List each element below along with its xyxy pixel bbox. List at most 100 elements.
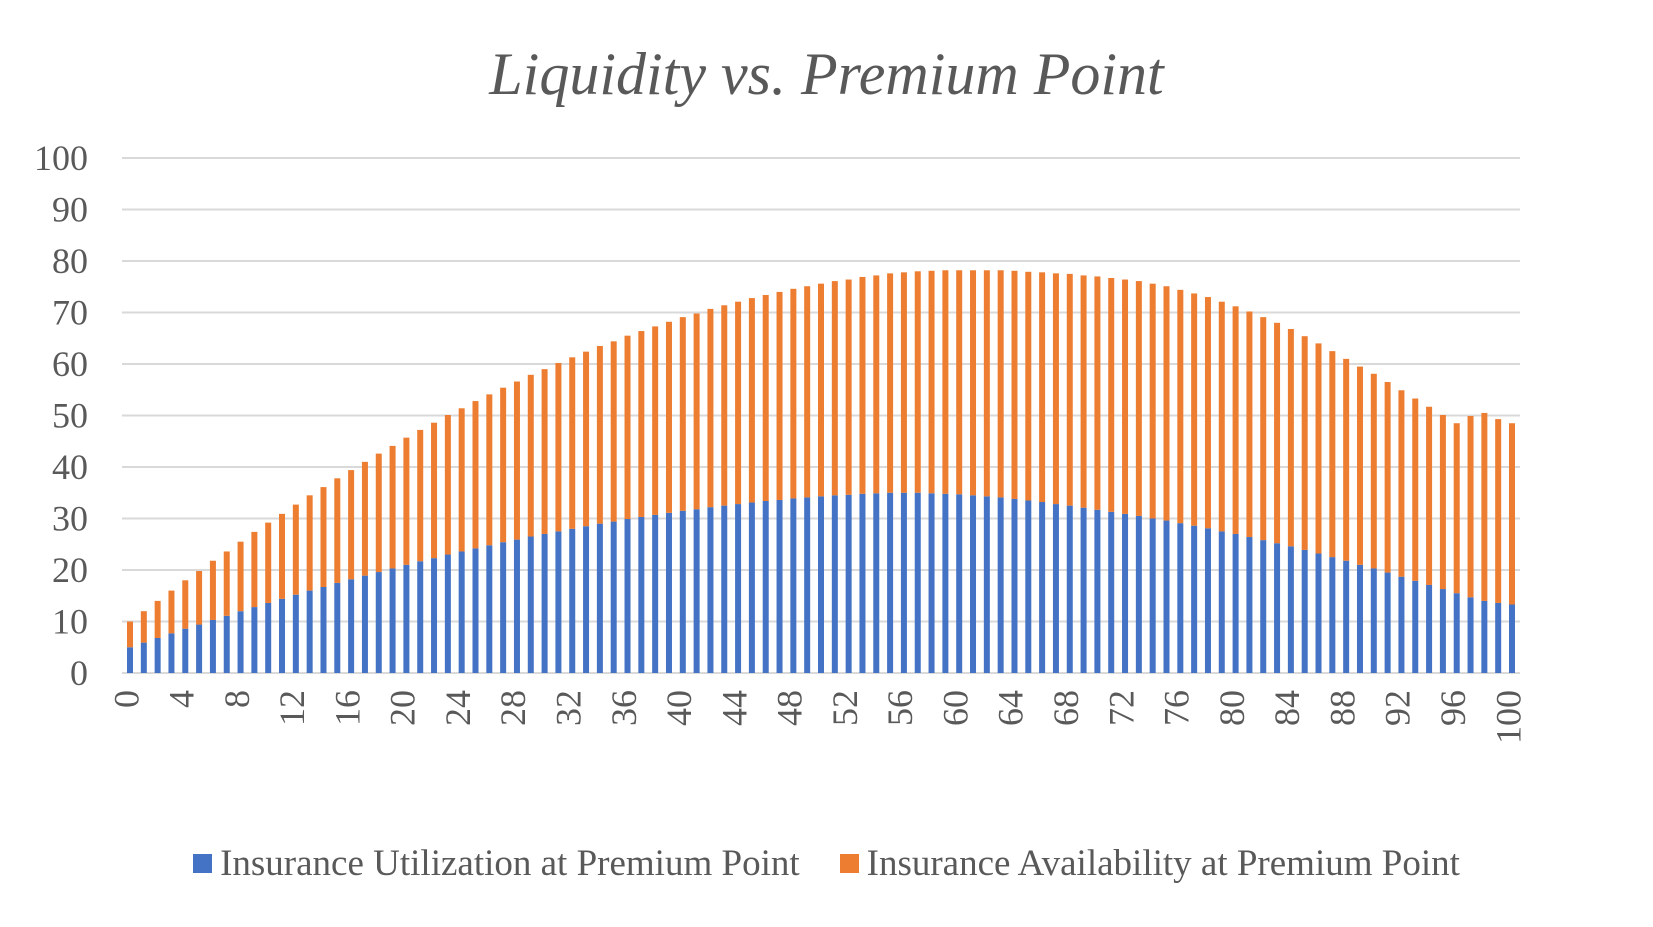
bar-utilization <box>956 494 963 673</box>
bar-utilization <box>1315 553 1322 673</box>
x-tick-label: 28 <box>493 690 533 726</box>
bar-utilization <box>1163 520 1170 673</box>
bar-utilization <box>610 521 617 673</box>
bar-utilization <box>1301 549 1308 673</box>
bar-utilization <box>1204 528 1211 673</box>
bar-availability <box>431 422 438 559</box>
bar-availability <box>735 301 742 505</box>
bar-utilization <box>348 579 355 673</box>
bar-availability <box>997 270 1004 498</box>
bar-availability <box>1412 398 1419 581</box>
bar-utilization <box>1039 502 1046 673</box>
bar-utilization <box>1439 589 1446 673</box>
bar-availability <box>970 270 977 496</box>
bar-utilization <box>472 548 479 673</box>
bar-availability <box>1274 322 1281 544</box>
bar-availability <box>1094 276 1101 510</box>
bar-utilization <box>1370 568 1377 673</box>
bar-availability <box>348 470 355 580</box>
bar-availability <box>513 381 520 540</box>
bar-availability <box>748 298 755 503</box>
bar-utilization <box>1509 604 1515 673</box>
legend: Insurance Utilization at Premium Point I… <box>0 842 1653 885</box>
bar-utilization <box>1287 546 1294 673</box>
legend-label-utilization: Insurance Utilization at Premium Point <box>220 843 800 884</box>
bar-availability <box>914 271 921 493</box>
bar-utilization <box>361 575 368 673</box>
bar-availability <box>1025 271 1032 501</box>
bar-utilization <box>1426 584 1433 673</box>
bar-availability <box>1509 423 1515 605</box>
bar-availability <box>237 541 244 612</box>
bar-utilization <box>1495 602 1502 673</box>
bar-availability <box>596 345 603 524</box>
bar-utilization <box>1108 511 1115 673</box>
bar-utilization <box>1122 513 1129 673</box>
y-axis-tick-labels: 0 10 20 30 40 50 60 70 80 90 100 <box>34 138 88 693</box>
bar-availability <box>417 429 424 562</box>
bar-availability <box>859 276 866 494</box>
x-tick-label: 20 <box>383 690 423 726</box>
bar-utilization <box>804 497 811 673</box>
bar-utilization <box>1356 564 1363 673</box>
x-tick-label: 84 <box>1267 690 1307 726</box>
bar-availability <box>928 270 935 494</box>
y-tick-label: 90 <box>52 190 88 230</box>
bar-utilization <box>1232 533 1239 673</box>
bar-utilization <box>1135 515 1142 673</box>
x-tick-label: 16 <box>327 690 367 726</box>
legend-item-availability: Insurance Availability at Premium Point <box>839 842 1460 885</box>
bar-utilization <box>486 545 493 673</box>
bar-utilization <box>928 493 935 673</box>
bar-availability <box>140 611 147 643</box>
bar-utilization <box>541 533 548 673</box>
bar-availability <box>1039 272 1046 503</box>
bar-utilization <box>831 495 838 673</box>
bar-utilization <box>196 624 203 673</box>
bar-utilization <box>762 500 769 673</box>
bar-availability <box>196 571 203 625</box>
legend-item-utilization: Insurance Utilization at Premium Point <box>193 842 800 885</box>
bar-utilization <box>223 615 230 673</box>
x-tick-label: 100 <box>1488 690 1528 744</box>
bar-utilization <box>652 514 659 673</box>
bar-availability <box>624 335 631 520</box>
bar-availability <box>1218 301 1225 532</box>
x-tick-label: 0 <box>106 690 146 708</box>
bar-availability <box>458 408 465 552</box>
bar-utilization <box>1025 500 1032 673</box>
x-tick-label: 48 <box>770 690 810 726</box>
bar-availability <box>251 531 258 608</box>
bar-availability <box>1453 423 1460 594</box>
bar-availability <box>1149 283 1156 519</box>
bar-availability <box>320 487 327 587</box>
bar-utilization <box>721 505 728 673</box>
legend-label-availability: Insurance Availability at Premium Point <box>866 843 1460 884</box>
bar-utilization <box>1260 540 1267 673</box>
x-tick-label: 64 <box>991 690 1031 726</box>
bar-utilization <box>596 523 603 673</box>
bar-availability <box>1370 373 1377 569</box>
bar-utilization <box>154 637 161 673</box>
bar-availability <box>389 445 396 569</box>
x-tick-label: 32 <box>549 690 589 726</box>
bar-availability <box>873 275 880 494</box>
bar-utilization <box>279 598 286 673</box>
bar-availability <box>127 621 133 648</box>
bar-availability <box>845 279 852 495</box>
bar-availability <box>1052 273 1059 505</box>
bar-utilization <box>251 607 258 673</box>
bar-availability <box>1135 281 1142 516</box>
bar-availability <box>1177 289 1184 524</box>
y-tick-label: 100 <box>34 138 88 178</box>
bar-availability <box>555 362 562 532</box>
bar-utilization <box>1177 523 1184 673</box>
bar-availability <box>665 321 672 513</box>
x-tick-label: 24 <box>438 690 478 726</box>
bar-availability <box>1080 275 1087 508</box>
bar-utilization <box>569 528 576 673</box>
y-tick-label: 70 <box>52 293 88 333</box>
chart-title: Liquidity vs. Premium Point <box>489 41 1164 107</box>
y-tick-label: 0 <box>70 653 88 693</box>
bar-availability <box>776 291 783 500</box>
